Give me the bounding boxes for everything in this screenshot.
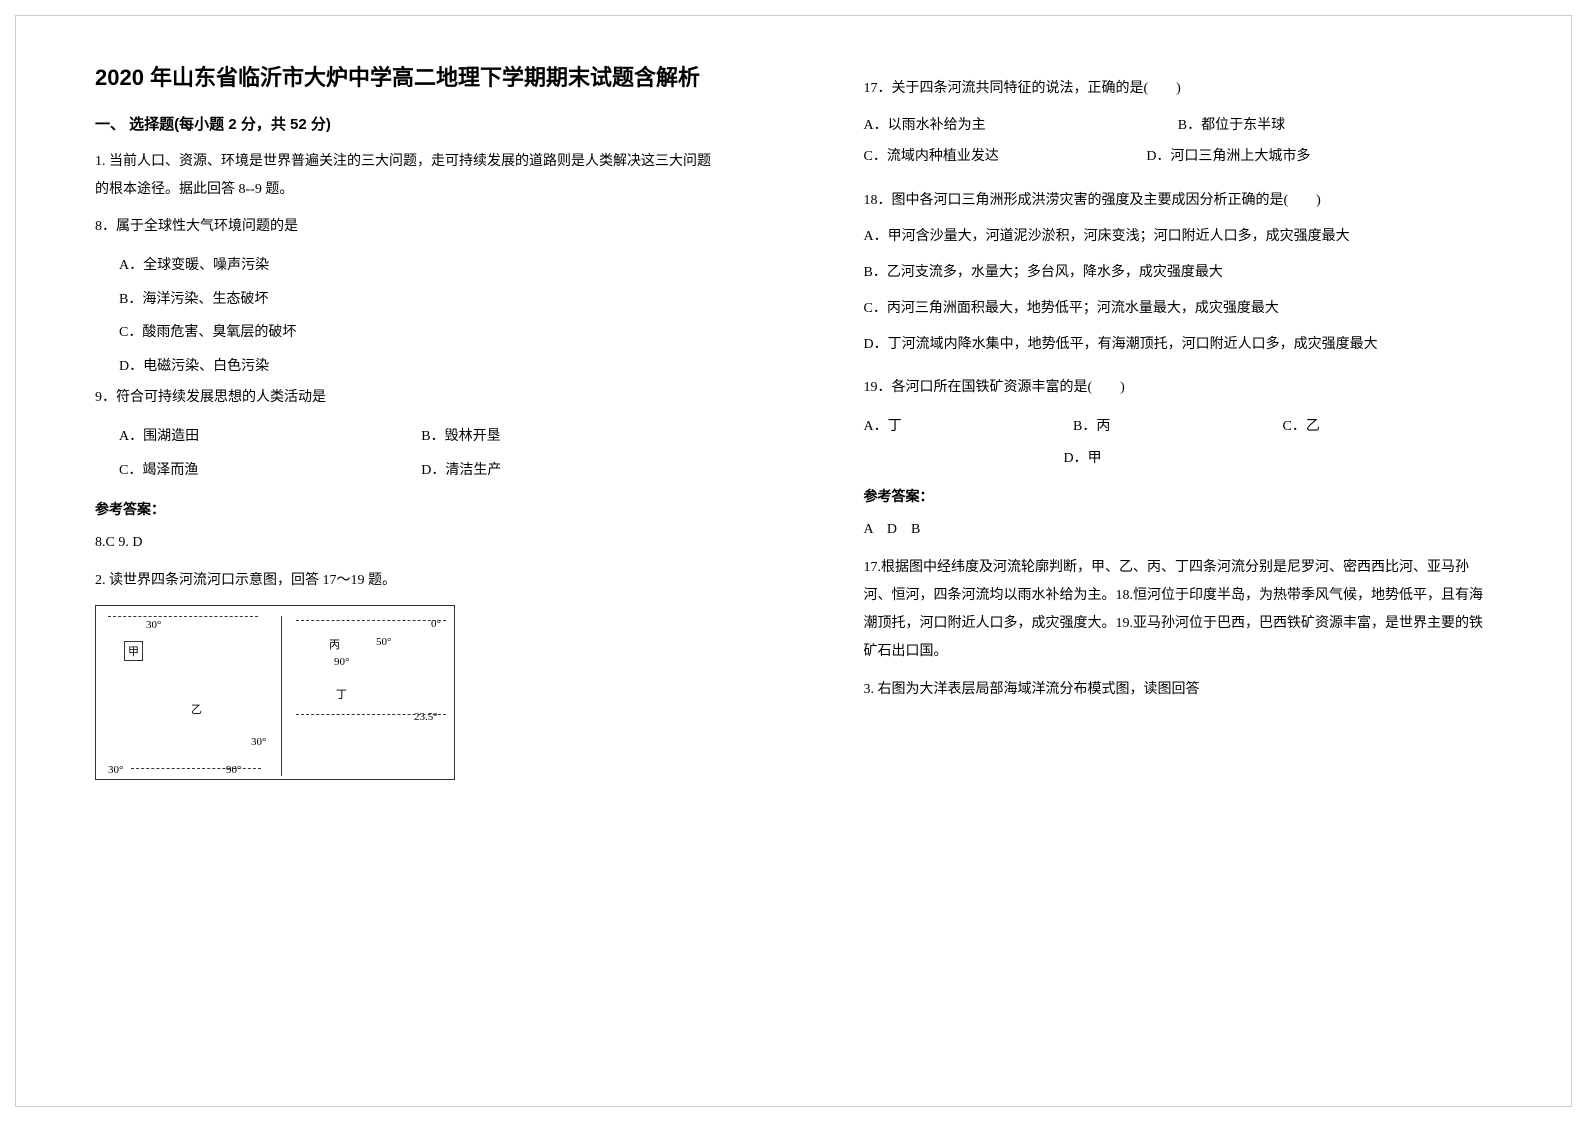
q2-sub17-option-d: D．河口三角洲上大城市多 <box>1146 142 1310 173</box>
q2-sub19-row1: A．丁 B．丙 C．乙 <box>864 410 1493 444</box>
document-title: 2020 年山东省临沂市大炉中学高二地理下学期期末试题含解析 <box>95 60 724 95</box>
q2-answer: A D B <box>864 516 1493 544</box>
q1-sub9-option-c: C．竭泽而渔 <box>119 454 421 488</box>
q1-answer: 8.C 9. D <box>95 529 724 557</box>
q2-sub19-text: 19．各河口所在国铁矿资源丰富的是( ) <box>864 373 1493 404</box>
q1-answer-label: 参考答案： <box>95 499 724 519</box>
map-deg-50: 50° <box>376 636 391 648</box>
q1-sub9-option-d: D．清洁生产 <box>421 454 723 488</box>
q1-sub8-option-c: C．酸雨危害、臭氧层的破坏 <box>95 316 724 350</box>
question-1: 1. 当前人口、资源、环境是世界普遍关注的三大问题，走可持续发展的道路则是人类解… <box>95 148 724 557</box>
q2-sub18-option-d: D．丁河流域内降水集中，地势低平，有海潮顶托，河口附近人口多，成灾强度最大 <box>864 331 1493 359</box>
q2-sub18-option-c: C．丙河三角洲面积最大，地势低平；河流水量最大，成灾强度最大 <box>864 295 1493 323</box>
q1-stem: 1. 当前人口、资源、环境是世界普遍关注的三大问题，走可持续发展的道路则是人类解… <box>95 148 724 204</box>
map-dashed-line-4 <box>131 768 261 769</box>
q2-sub17-text: 17．关于四条河流共同特征的说法，正确的是( ) <box>864 74 1493 105</box>
q2-sub19-option-d: D．甲 <box>1064 444 1102 475</box>
question-2: 2. 读世界四条河流河口示意图，回答 17～19 题。 甲 乙 丙 丁 30° … <box>95 567 724 780</box>
map-label-yi: 乙 <box>191 701 202 717</box>
map-divider <box>281 616 282 776</box>
q2-sub19-option-c: C．乙 <box>1283 410 1493 444</box>
map-deg-30-bottom: 30° <box>108 764 123 776</box>
map-deg-30-left: 30° <box>146 619 161 631</box>
map-label-bing: 丙 <box>329 636 340 652</box>
q1-sub9-text: 9．符合可持续发展思想的人类活动是 <box>95 383 724 414</box>
q1-sub8-option-b: B．海洋污染、生态破坏 <box>95 283 724 317</box>
map-dashed-line-2 <box>296 620 446 621</box>
q2-answer-label: 参考答案： <box>864 486 1493 506</box>
q1-sub9-option-a: A．围湖造田 <box>119 420 421 454</box>
q2-sub17-row2: C．流域内种植业发达 D．河口三角洲上大城市多 <box>864 142 1493 173</box>
map-dashed-line-3 <box>296 714 446 715</box>
q2-sub17-option-c: C．流域内种植业发达 <box>864 142 1147 173</box>
map-label-ding: 丁 <box>336 686 347 702</box>
q2-explanation: 17.根据图中经纬度及河流轮廓判断，甲、乙、丙、丁四条河流分别是尼罗河、密西西比… <box>864 554 1493 666</box>
map-deg-90-right: 90° <box>334 656 349 668</box>
map-label-jia: 甲 <box>124 641 143 661</box>
q2-sub18-text: 18．图中各河口三角洲形成洪涝灾害的强度及主要成因分析正确的是( ) <box>864 186 1493 217</box>
q1-sub8-text: 8．属于全球性大气环境问题的是 <box>95 212 724 243</box>
q2-sub17-option-b: B．都位于东半球 <box>1178 111 1285 142</box>
q1-sub9-row1: A．围湖造田 B．毁林开垦 <box>95 420 724 454</box>
river-map-figure: 甲 乙 丙 丁 30° 30° 30° 90° 50° 90° 0° 23.5° <box>95 605 455 780</box>
q2-sub19-option-a: A．丁 <box>864 410 1074 444</box>
q2-sub18-option-a: A．甲河含沙量大，河道泥沙淤积，河床变浅；河口附近人口多，成灾强度最大 <box>864 223 1493 251</box>
q1-sub8-option-a: A．全球变暖、噪声污染 <box>95 249 724 283</box>
map-dashed-line-1 <box>108 616 258 617</box>
left-column: 2020 年山东省临沂市大炉中学高二地理下学期期末试题含解析 一、 选择题(每小… <box>0 0 794 1122</box>
q1-sub9-option-b: B．毁林开垦 <box>421 420 723 454</box>
right-column: 17．关于四条河流共同特征的说法，正确的是( ) A．以雨水补给为主 B．都位于… <box>794 0 1587 1122</box>
q1-sub8-option-d: D．电磁污染、白色污染 <box>95 350 724 384</box>
q3-stem: 3. 右图为大洋表层局部海域洋流分布模式图，读图回答 <box>864 676 1493 704</box>
q2-sub17-row1: A．以雨水补给为主 B．都位于东半球 <box>864 111 1493 142</box>
q2-sub17-option-a: A．以雨水补给为主 <box>864 111 1178 142</box>
q2-sub19-option-b: B．丙 <box>1073 410 1283 444</box>
spacer <box>864 60 1493 74</box>
map-deg-90-bottom: 90° <box>226 764 241 776</box>
q2-stem: 2. 读世界四条河流河口示意图，回答 17～19 题。 <box>95 567 724 595</box>
q2-sub19-row2: D．甲 <box>864 444 1493 475</box>
map-deg-30-mid: 30° <box>251 736 266 748</box>
q2-sub18-option-b: B．乙河支流多，水量大；多台风，降水多，成灾强度最大 <box>864 259 1493 287</box>
map-deg-235: 23.5° <box>414 711 438 723</box>
section-heading: 一、 选择题(每小题 2 分，共 52 分) <box>95 113 724 134</box>
q1-sub9-row2: C．竭泽而渔 D．清洁生产 <box>95 454 724 488</box>
